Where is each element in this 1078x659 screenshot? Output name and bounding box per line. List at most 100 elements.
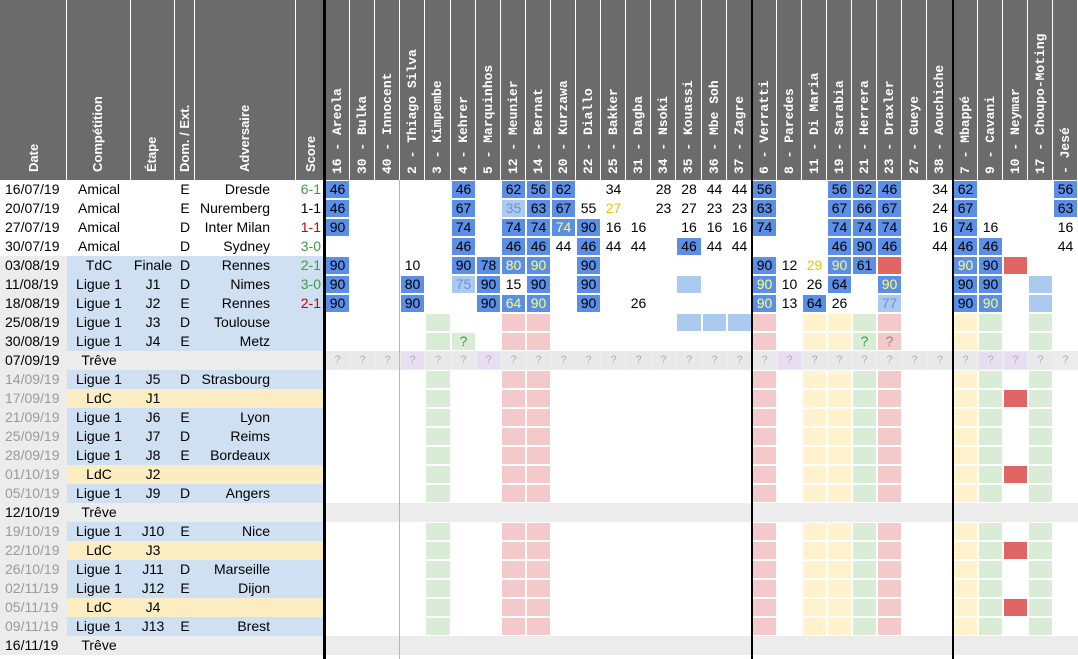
adversaire-cell[interactable]	[195, 636, 296, 655]
player-minutes-cell[interactable]: 90	[979, 295, 1002, 312]
etape-cell[interactable]: Finale	[131, 256, 175, 275]
dom-ext-cell[interactable]: D	[175, 427, 195, 446]
player-minutes-cell[interactable]: 23	[655, 200, 672, 216]
player-minutes-cell[interactable]: 90	[326, 219, 349, 236]
player-minutes-cell[interactable]: 64	[828, 276, 851, 293]
competition-cell[interactable]: Ligue 1	[67, 522, 131, 541]
dom-ext-cell[interactable]: D	[175, 484, 195, 503]
header-player[interactable]: 38 - Aouchiche	[927, 0, 953, 180]
competition-cell[interactable]: LdC	[67, 598, 131, 617]
header-player[interactable]: 21 - Herrera	[852, 0, 877, 180]
header-player[interactable]: 20 - Kurzawa	[551, 0, 576, 180]
dom-ext-cell[interactable]: D	[175, 256, 195, 275]
adversaire-cell[interactable]: Dijon	[195, 579, 296, 598]
score-cell[interactable]: 3-0	[296, 275, 325, 294]
adversaire-cell[interactable]	[195, 465, 296, 484]
player-minutes-cell[interactable]: 56	[527, 181, 550, 198]
player-minutes-cell[interactable]: 16	[605, 219, 622, 235]
player-minutes-cell[interactable]: 46	[502, 238, 525, 255]
header-player[interactable]: 6 - Verratti	[752, 0, 777, 180]
competition-cell[interactable]: Ligue 1	[67, 579, 131, 598]
player-minutes-cell[interactable]: 29	[806, 257, 823, 273]
player-minutes-cell[interactable]: 44	[932, 238, 948, 254]
player-minutes-cell[interactable]: 16	[1057, 219, 1074, 235]
header-player[interactable]: 40 - Innocent	[375, 0, 400, 180]
competition-cell[interactable]: Ligue 1	[67, 294, 131, 313]
player-minutes-cell[interactable]: 46	[954, 238, 977, 255]
header-dom-ext[interactable]: Dom. / Ext.	[175, 0, 195, 180]
player-minutes-cell[interactable]: 26	[831, 295, 848, 311]
header-player[interactable]: 14 - Bernat	[526, 0, 551, 180]
etape-cell[interactable]	[131, 351, 175, 370]
player-minutes-cell[interactable]: 16	[681, 219, 697, 235]
score-cell[interactable]	[296, 313, 325, 332]
player-minutes-cell[interactable]: 90	[577, 257, 600, 274]
player-minutes-cell[interactable]: 46	[979, 238, 1002, 255]
etape-cell[interactable]: J4	[131, 332, 175, 351]
player-minutes-cell[interactable]: 44	[555, 238, 572, 254]
etape-cell[interactable]: J1	[131, 275, 175, 294]
player-minutes-cell[interactable]: 90	[979, 276, 1002, 293]
adversaire-cell[interactable]: Reims	[195, 427, 296, 446]
score-cell[interactable]: 2-1	[296, 294, 325, 313]
etape-cell[interactable]: J6	[131, 408, 175, 427]
date-cell[interactable]: 05/10/19	[0, 484, 67, 503]
adversaire-cell[interactable]: Nuremberg	[199, 200, 270, 216]
dom-ext-cell[interactable]: E	[180, 200, 190, 216]
player-minutes-cell[interactable]: 46	[452, 181, 475, 198]
dom-ext-cell[interactable]: D	[175, 313, 195, 332]
dom-ext-cell[interactable]	[175, 465, 195, 484]
date-cell[interactable]: 27/07/19	[5, 219, 60, 235]
score-cell[interactable]	[296, 522, 325, 541]
competition-cell[interactable]: Ligue 1	[67, 313, 131, 332]
player-minutes-cell[interactable]: 44	[630, 238, 647, 254]
header-competition[interactable]: Compétition	[67, 0, 131, 180]
score-cell[interactable]	[296, 465, 325, 484]
header-player[interactable]: - Jesé	[1053, 0, 1078, 180]
date-cell[interactable]: 07/09/19	[0, 351, 67, 370]
etape-cell[interactable]: J2	[131, 294, 175, 313]
adversaire-cell[interactable]	[195, 598, 296, 617]
player-minutes-cell[interactable]: 35	[502, 200, 525, 217]
header-player[interactable]: 23 - Draxler	[877, 0, 902, 180]
header-player[interactable]: 22 - Diallo	[576, 0, 601, 180]
header-player[interactable]: 30 - Bulka	[350, 0, 375, 180]
adversaire-cell[interactable]: Sydney	[223, 238, 270, 254]
score-cell[interactable]	[296, 636, 325, 655]
player-minutes-cell[interactable]: 44	[731, 238, 748, 254]
player-minutes-cell[interactable]: 90	[954, 295, 977, 312]
score-cell[interactable]	[296, 351, 325, 370]
score-cell[interactable]	[296, 503, 325, 522]
date-cell[interactable]: 05/11/19	[0, 598, 67, 617]
competition-cell[interactable]: Amical	[77, 238, 120, 254]
player-minutes-cell[interactable]: 90	[326, 257, 349, 274]
player-minutes-cell[interactable]: 77	[878, 295, 901, 312]
player-minutes-cell[interactable]: 66	[853, 200, 876, 217]
player-minutes-cell[interactable]: 46	[577, 238, 600, 255]
competition-cell[interactable]: LdC	[67, 465, 131, 484]
date-cell[interactable]: 21/09/19	[0, 408, 67, 427]
player-minutes-cell[interactable]: 27	[681, 200, 697, 216]
player-minutes-cell[interactable]: 90	[954, 276, 977, 293]
competition-cell[interactable]: Ligue 1	[67, 560, 131, 579]
player-minutes-cell[interactable]	[1029, 295, 1052, 312]
etape-cell[interactable]	[131, 636, 175, 655]
dom-ext-cell[interactable]: E	[175, 332, 195, 351]
player-minutes-cell[interactable]: 78	[477, 257, 500, 274]
player-minutes-cell[interactable]: ?	[452, 333, 475, 350]
score-cell[interactable]: 1-1	[300, 200, 321, 216]
etape-cell[interactable]: J3	[131, 541, 175, 560]
adversaire-cell[interactable]	[195, 389, 296, 408]
player-minutes-cell[interactable]: 44	[1057, 238, 1074, 254]
dom-ext-cell[interactable]: E	[175, 446, 195, 465]
dom-ext-cell[interactable]	[175, 351, 195, 370]
competition-cell[interactable]: Ligue 1	[67, 427, 131, 446]
date-cell[interactable]: 28/09/19	[0, 446, 67, 465]
competition-cell[interactable]: Ligue 1	[67, 275, 131, 294]
player-minutes-cell[interactable]: 62	[502, 181, 525, 198]
dom-ext-cell[interactable]: D	[179, 219, 191, 235]
player-minutes-cell[interactable]: 46	[326, 200, 349, 217]
adversaire-cell[interactable]: Inter Milan	[204, 219, 270, 235]
adversaire-cell[interactable]: Marseille	[195, 560, 296, 579]
header-player[interactable]: 10 - Neymar	[1003, 0, 1028, 180]
